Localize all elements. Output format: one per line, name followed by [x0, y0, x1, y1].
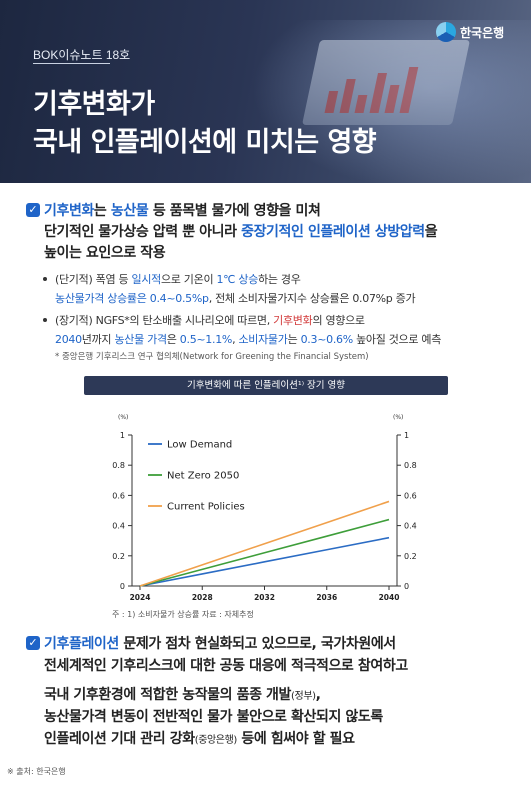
- series-line-2: [139, 500, 390, 587]
- bullet1-line1: (단기적) 폭염 등 일시적으로 기온이 1℃ 상승하는 경우: [55, 273, 301, 286]
- line-chart: 0 0 0.2 0.2 0.4 0.4 0.6 0.6 0.8 0.8 1 1 (%) (%) 2024 20…: [112, 414, 417, 602]
- y-tick-label-left: 0.2: [112, 552, 125, 561]
- x-tick-label: 2024: [130, 593, 151, 602]
- y-unit-left: (%): [118, 414, 128, 421]
- section1-line2: 단기적인 물가상승 압력 뿐 아니라 중장기적인 인플레이션 상방압력을: [44, 224, 438, 240]
- page-title-line2: 국내 인플레이션에 미치는 영향: [33, 127, 377, 158]
- laptop-chart-bars: [324, 63, 436, 113]
- bullet2-line2: 2040년까지 농산물 가격은 0.5~1.1%, 소비자물가는 0.3~0.6…: [55, 333, 442, 346]
- bok-logo-text: 한국은행: [460, 25, 505, 40]
- tag-underline: [33, 63, 110, 64]
- legend-label-1: Net Zero 2050: [167, 471, 239, 482]
- section1-line3: 높이는 요인으로 작용: [44, 245, 166, 261]
- page-title-line1: 기후변화가: [33, 89, 155, 120]
- y-tick-label-right: 0.8: [404, 461, 417, 470]
- y-tick-label-left: 0.6: [112, 491, 125, 500]
- y-tick-label-right: 0.6: [404, 491, 417, 500]
- bok-logo[interactable]: 한국은행: [436, 22, 504, 42]
- ngfs-footnote: * 중앙은행 기후리스크 연구 협의체(Network for Greening…: [55, 352, 369, 362]
- chart-title: 기후변화에 따른 인플레이션¹⁾ 장기 영향: [84, 376, 448, 395]
- section2-line3: 국내 기후환경에 적합한 농작물의 품종 개발(정부),: [44, 687, 321, 703]
- y-tick-label-right: 0.4: [404, 522, 417, 531]
- laptop-illustration: [301, 40, 471, 125]
- bullet2-line1: (장기적) NGFS*의 탄소배출 시나리오에 따르면, 기후변화의 영향으로: [55, 314, 365, 327]
- x-tick-label: 2032: [254, 593, 275, 602]
- x-tick-label: 2040: [379, 593, 400, 602]
- bok-logo-icon: [436, 22, 456, 42]
- section2-line2: 전세계적인 기후리스크에 대한 공동 대응에 적극적으로 참여하고: [44, 658, 408, 674]
- series-line-0: [139, 536, 390, 587]
- y-unit-right: (%): [393, 414, 403, 421]
- y-tick-label-left: 0.4: [112, 522, 125, 531]
- chart-note: 주 : 1) 소비자물가 상승률 자료 : 자체추정: [112, 610, 254, 619]
- checkbox-icon: ✓: [26, 203, 40, 217]
- y-tick-label-left: 0.8: [112, 461, 125, 470]
- bullet-dot: [43, 318, 47, 322]
- section2-line1: 기후플레이션 문제가 점차 현실화되고 있으므로, 국가차원에서: [44, 636, 396, 652]
- legend-label-2: Current Policies: [167, 502, 245, 513]
- y-tick-label-left: 0: [120, 582, 125, 591]
- legend-label-0: Low Demand: [167, 440, 232, 451]
- bullet-dot: [43, 277, 47, 281]
- y-tick-label-right: 1: [404, 431, 409, 440]
- source-footer: ※ 출처: 한국은행: [7, 767, 66, 776]
- checkbox-icon: ✓: [26, 636, 40, 650]
- bullet1-line2: 농산물가격 상승률은 0.4~0.5%p, 전체 소비자물가지수 상승률은 0.…: [55, 292, 416, 305]
- section2-line4: 농산물가격 변동이 전반적인 물가 불안으로 확산되지 않도록: [44, 709, 383, 725]
- issue-tag: BOK이슈노트 18호: [33, 48, 131, 62]
- y-tick-label-right: 0: [404, 582, 409, 591]
- section2-line5: 인플레이션 기대 관리 강화(중앙은행) 등에 힘써야 할 필요: [44, 731, 355, 747]
- section1-line1: 기후변화는 농산물 등 품목별 물가에 영향을 미쳐: [44, 203, 321, 219]
- y-tick-label-left: 1: [120, 431, 125, 440]
- header-banner: BOK이슈노트 18호 기후변화가 국내 인플레이션에 미치는 영향 한국은행: [0, 0, 531, 183]
- x-tick-label: 2036: [316, 593, 337, 602]
- y-tick-label-right: 0.2: [404, 552, 417, 561]
- series-line-1: [139, 518, 390, 587]
- x-tick-label: 2028: [192, 593, 213, 602]
